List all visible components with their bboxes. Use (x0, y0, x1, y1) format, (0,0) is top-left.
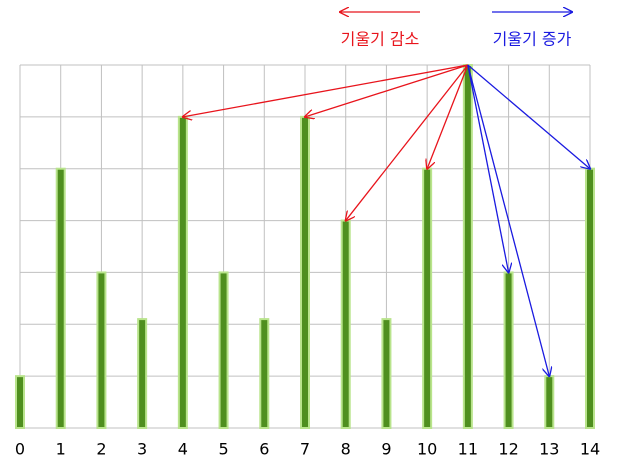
x-tick-label: 2 (96, 440, 106, 459)
legend-label: 기울기 감소 (341, 30, 420, 49)
x-tick-label: 10 (417, 440, 437, 459)
slope-arrow (183, 64, 468, 117)
bar (96, 271, 107, 429)
bar (177, 115, 188, 429)
bar (300, 115, 310, 429)
slope-arrow (467, 64, 509, 272)
bar (585, 167, 595, 429)
slope-arrow (467, 64, 549, 376)
x-tick-label: 0 (15, 440, 25, 459)
x-tick-label: 8 (341, 440, 351, 459)
bar (503, 271, 514, 429)
bar (340, 219, 351, 429)
x-tick-label: 4 (178, 440, 188, 459)
bar (15, 375, 25, 429)
x-tick-label: 9 (381, 440, 391, 459)
bar (381, 318, 392, 430)
bar (218, 271, 229, 429)
slope-arrow (467, 64, 590, 169)
slope-arrow (305, 64, 469, 117)
slope-arrow (427, 64, 469, 169)
bar (462, 64, 473, 429)
x-tick-label: 6 (259, 440, 269, 459)
x-tick-label: 14 (580, 440, 600, 459)
x-tick-label: 7 (300, 440, 310, 459)
legend-label: 기울기 증가 (493, 30, 572, 49)
slope-arrow (346, 64, 469, 221)
bar (544, 375, 555, 429)
x-tick-label: 13 (539, 440, 559, 459)
bar (137, 318, 148, 430)
bar (422, 167, 433, 429)
x-tick-label: 5 (218, 440, 228, 459)
x-tick-label: 3 (137, 440, 147, 459)
x-tick-label: 12 (498, 440, 518, 459)
x-tick-label: 1 (56, 440, 66, 459)
bar (259, 318, 270, 430)
x-tick-label: 11 (458, 440, 478, 459)
bar (55, 167, 66, 429)
